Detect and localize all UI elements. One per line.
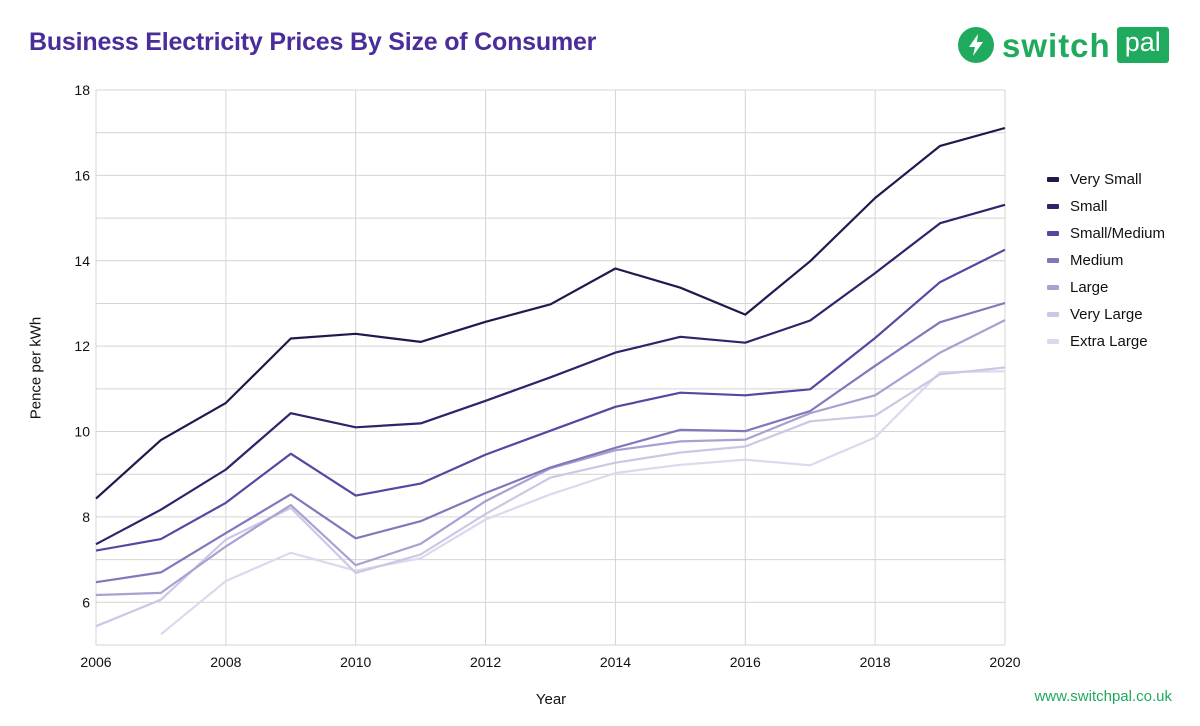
legend-label: Medium [1070,252,1124,269]
chart-title: Business Electricity Prices By Size of C… [29,28,597,56]
x-tick-label: 2020 [989,654,1020,670]
series-line-very-small [95,126,1006,500]
switchpal-logo[interactable]: switch pal [958,24,1169,66]
legend-item-small-medium: Small/Medium [1047,220,1165,247]
logo-box-word: pal [1116,27,1169,63]
legend-swatch [1047,204,1059,209]
legend-label: Small [1070,198,1108,215]
y-tick-label: 16 [74,167,90,183]
x-tick-label: 2012 [470,654,501,670]
legend-label: Large [1070,279,1109,296]
x-tick-label: 2014 [600,654,631,670]
legend-item-very-large: Very Large [1047,301,1165,328]
y-axis-label: Pence per kWh [27,316,45,420]
y-tick-label: 14 [74,253,90,269]
y-tick-label: 18 [74,82,90,98]
lightning-bolt-icon [958,27,994,63]
chart-legend: Very Small Small Small/Medium Medium Large Ve… [1047,166,1165,355]
legend-swatch [1047,231,1059,236]
x-tick-label: 2008 [210,654,241,670]
legend-swatch [1047,258,1059,263]
series-line-medium [95,301,1006,584]
x-tick-label: 2018 [860,654,891,670]
legend-label: Very Small [1070,171,1142,188]
x-tick-label: 2010 [340,654,371,670]
legend-item-medium: Medium [1047,247,1165,274]
y-tick-label: 10 [74,424,90,440]
website-url[interactable]: www.switchpal.co.uk [1034,688,1172,705]
legend-label: Small/Medium [1070,225,1166,242]
series-line-very-large [95,366,1006,628]
legend-item-extra-large: Extra Large [1047,328,1165,355]
x-tick-label: 2006 [80,654,111,670]
series-line-small-medium [95,248,1006,552]
legend-label: Extra Large [1070,333,1148,350]
legend-swatch [1047,339,1059,344]
x-axis-label: Year [535,691,567,708]
y-tick-label: 6 [82,594,90,610]
series-line-small [95,203,1006,546]
legend-item-large: Large [1047,274,1165,301]
x-tick-label: 2016 [730,654,761,670]
series-line-extra-large [160,370,1006,636]
legend-item-small: Small [1047,193,1165,220]
legend-swatch [1047,312,1059,317]
logo-word: switch [1002,26,1111,64]
series-line-large [95,319,1006,597]
legend-swatch [1047,285,1059,290]
y-tick-label: 8 [82,509,90,525]
legend-item-very-small: Very Small [1047,166,1165,193]
legend-swatch [1047,177,1059,182]
y-tick-label: 12 [74,338,90,354]
legend-label: Very Large [1070,306,1143,323]
